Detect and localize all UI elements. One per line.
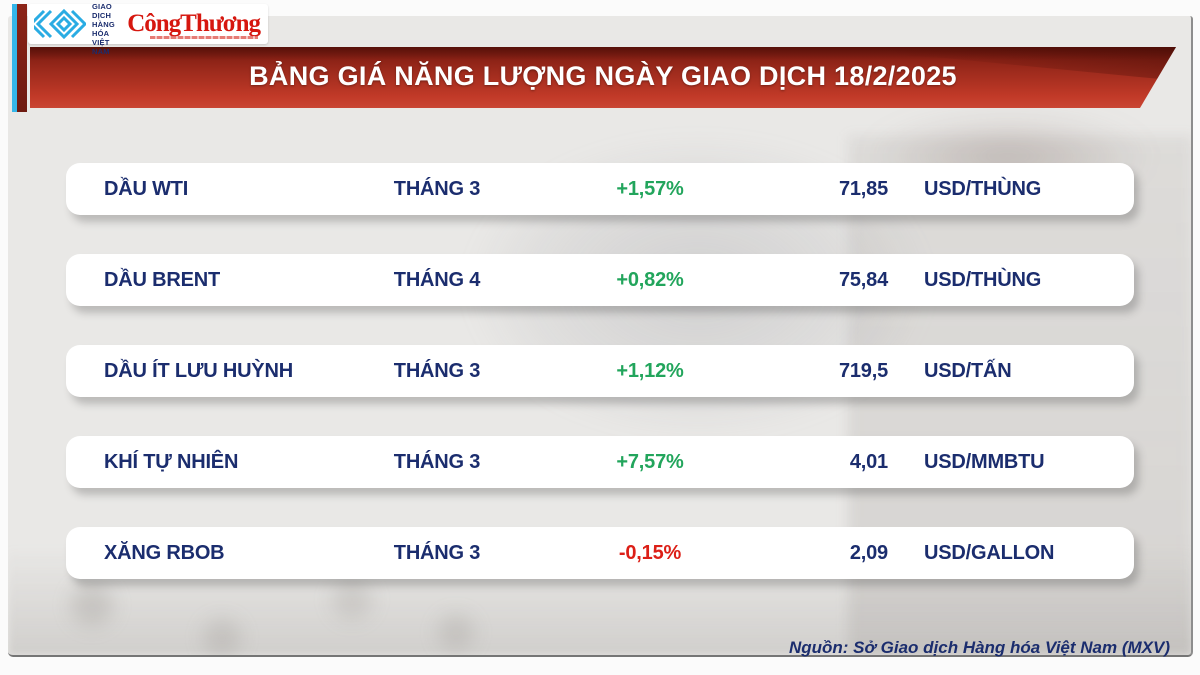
change-percent: -0,15% (618, 541, 682, 564)
table-row-xang-rbob: XĂNG RBOB THÁNG 3 -0,15% 2,09 USD/GALLON (66, 527, 1134, 579)
price-value: 4,01 (849, 450, 888, 473)
price-unit: USD/THÙNG (924, 268, 1042, 291)
change-percent: +1,57% (616, 177, 684, 200)
congthuong-tagline-rule (150, 36, 258, 39)
logo-box: SỞ GIAO DỊCH HÀNG HÓA VIỆT NAM CôngThươn… (28, 0, 268, 56)
commodity-name: KHÍ TỰ NHIÊN (104, 450, 239, 473)
contract-month: THÁNG 3 (393, 359, 481, 382)
price-value: 719,5 (838, 359, 888, 382)
price-unit: USD/MMBTU (924, 450, 1045, 473)
table-row-dau-brent: DẦU BRENT THÁNG 4 +0,82% 75,84 USD/THÙNG (66, 254, 1134, 306)
price-value: 75,84 (838, 268, 888, 291)
change-percent: +1,12% (616, 359, 684, 382)
price-unit: USD/THÙNG (924, 177, 1042, 200)
price-value: 71,85 (838, 177, 888, 200)
mxv-org-name: SỞ GIAO DỊCH HÀNG HÓA VIỆT NAM (92, 0, 115, 56)
accent-stripe-cyan (12, 4, 17, 112)
contract-month: THÁNG 3 (393, 450, 481, 473)
mxv-diamond-logo-icon (34, 8, 86, 40)
commodity-name: DẦU ÍT LƯU HUỲNH (104, 359, 293, 382)
title-banner: BẢNG GIÁ NĂNG LƯỢNG NGÀY GIAO DỊCH 18/2/… (30, 47, 1176, 108)
change-percent: +7,57% (616, 450, 684, 473)
price-unit: USD/TẤN (924, 359, 1012, 382)
page-title: BẢNG GIÁ NĂNG LƯỢNG NGÀY GIAO DỊCH 18/2/… (249, 61, 957, 91)
commodity-name: DẦU BRENT (104, 268, 220, 291)
price-value: 2,09 (849, 541, 888, 564)
contract-month: THÁNG 3 (393, 541, 481, 564)
accent-stripe-maroon (17, 4, 27, 112)
contract-month: THÁNG 3 (393, 177, 481, 200)
price-table: DẦU WTI THÁNG 3 +1,57% 71,85 USD/THÙNG D… (66, 163, 1134, 618)
source-attribution: Nguồn: Sở Giao dịch Hàng hóa Việt Nam (M… (788, 638, 1170, 657)
contract-month: THÁNG 4 (393, 268, 481, 291)
commodity-name: DẦU WTI (104, 177, 189, 200)
price-unit: USD/GALLON (924, 541, 1055, 564)
table-row-dau-wti: DẦU WTI THÁNG 3 +1,57% 71,85 USD/THÙNG (66, 163, 1134, 215)
table-row-khi-tu-nhien: KHÍ TỰ NHIÊN THÁNG 3 +7,57% 4,01 USD/MMB… (66, 436, 1134, 488)
commodity-name: XĂNG RBOB (104, 541, 225, 564)
table-row-dau-it-luu-huynh: DẦU ÍT LƯU HUỲNH THÁNG 3 +1,12% 719,5 US… (66, 345, 1134, 397)
congthuong-logo: CôngThương (127, 9, 261, 37)
change-percent: +0,82% (616, 268, 684, 291)
